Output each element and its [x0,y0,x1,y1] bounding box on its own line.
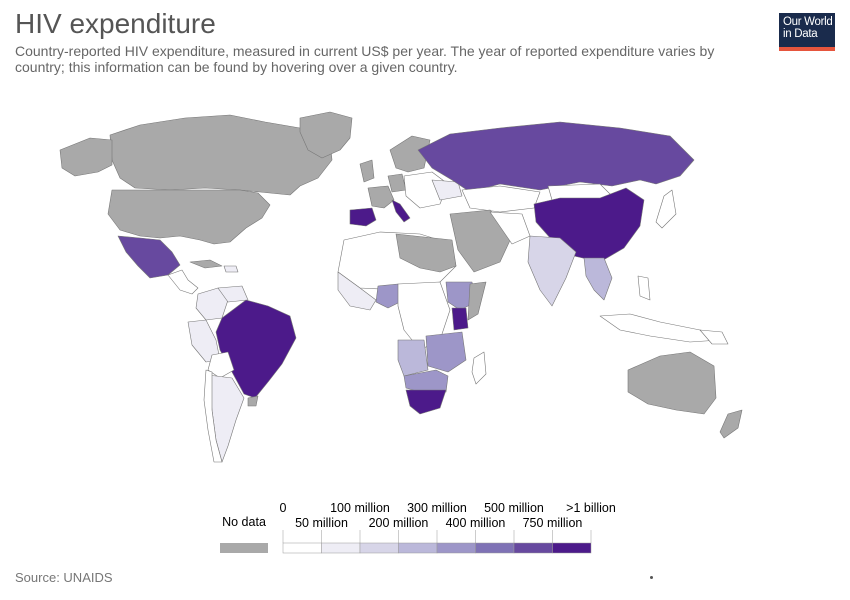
country-nigeria[interactable] [375,283,405,309]
country-bolivia[interactable] [207,351,235,379]
country-scandinavia[interactable] [389,135,431,173]
country-cuba[interactable] [189,259,223,269]
legend-bottom-label-3: 750 million [523,516,583,530]
legend-bins [282,530,592,554]
country-russia[interactable] [417,121,695,193]
legend-bin-6[interactable] [513,542,553,554]
legend-top-label-0: 0 [280,501,287,515]
country-angola[interactable] [397,339,429,377]
logo-line-2: in Data [783,28,818,40]
legend-bottom-label-2: 400 million [446,516,506,530]
country-southern-africa[interactable] [403,369,449,393]
country-central-america[interactable] [167,269,199,295]
country-new-zealand[interactable] [719,409,743,439]
legend-bottom-labels: 50 million 200 million 400 million 750 mill… [295,516,582,530]
country-southeast-asia[interactable] [583,257,613,301]
country-uruguay[interactable] [247,395,259,407]
country-india[interactable] [527,235,577,307]
country-germany[interactable] [387,173,407,193]
decorative-dot [650,576,653,579]
country-usa[interactable] [107,189,271,245]
country-mexico[interactable] [117,235,181,279]
legend-top-labels: 0 100 million 300 million 500 million >1 bil… [280,501,616,515]
country-haiti-dr[interactable] [223,265,239,273]
country-east-africa[interactable] [425,331,467,373]
country-indonesia[interactable] [599,313,721,343]
country-ukraine[interactable] [431,179,463,201]
legend-bottom-label-1: 200 million [369,516,429,530]
country-japan[interactable] [655,189,677,229]
country-greenland[interactable] [299,111,353,159]
country-papua-new-guinea[interactable] [699,329,729,345]
country-west-africa[interactable] [337,271,377,311]
chart-subtitle: Country-reported HIV expenditure, measur… [15,43,715,75]
country-libya-egypt[interactable] [395,233,457,273]
legend-bin-0[interactable] [282,542,322,554]
country-alaska[interactable] [59,137,113,177]
legend-top-label-2: 300 million [407,501,467,515]
country-spain[interactable] [349,207,377,227]
source-note: Source: UNAIDS [15,570,113,585]
logo-accent-bar [779,47,835,51]
legend-bin-3[interactable] [398,542,438,554]
country-middle-east[interactable] [449,209,513,273]
legend-bin-2[interactable] [359,542,399,554]
country-ethiopia[interactable] [445,281,477,311]
legend-top-label-4: >1 billion [566,501,616,515]
country-kenya[interactable] [451,307,469,331]
country-south-africa[interactable] [405,389,447,415]
country-madagascar[interactable] [471,351,487,385]
country-kazakhstan[interactable] [461,185,541,213]
legend-bin-1[interactable] [321,542,361,554]
country-venezuela[interactable] [217,285,249,303]
legend-no-data-swatch[interactable] [220,543,268,553]
country-australia[interactable] [627,351,717,415]
legend-bottom-label-0: 50 million [295,516,348,530]
country-brazil[interactable] [215,299,297,399]
world-map[interactable] [0,100,850,500]
country-canada[interactable] [109,114,333,196]
chart-title: HIV expenditure [15,8,216,39]
legend-top-label-3: 500 million [484,501,544,515]
country-france[interactable] [367,185,395,209]
country-uk[interactable] [359,159,375,183]
country-philippines[interactable] [637,275,651,301]
country-italy[interactable] [391,199,411,223]
legend-bin-7[interactable] [552,542,592,554]
logo-line-1: Our World [783,16,833,28]
country-chile[interactable] [203,369,223,463]
owid-logo[interactable]: Our World in Data [779,13,835,51]
country-somalia[interactable] [467,281,487,321]
legend-no-data-label: No data [222,515,266,529]
legend-bin-5[interactable] [475,542,515,554]
legend-bin-4[interactable] [436,542,476,554]
legend-top-label-1: 100 million [330,501,390,515]
